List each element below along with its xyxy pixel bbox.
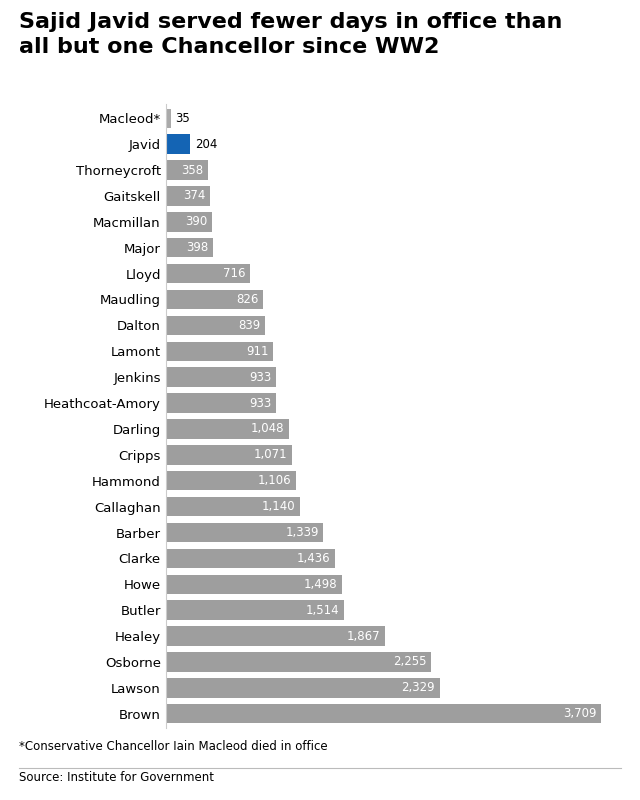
Text: 1,106: 1,106 (258, 474, 291, 487)
Text: 1,140: 1,140 (262, 500, 296, 513)
Bar (166, 212, 212, 231)
Bar (166, 394, 276, 413)
Bar (166, 419, 289, 438)
Text: 1,048: 1,048 (251, 422, 285, 435)
Bar (166, 471, 296, 490)
Text: B: B (512, 775, 522, 788)
Text: 3,709: 3,709 (563, 707, 596, 720)
Text: 1,867: 1,867 (347, 630, 381, 642)
Text: 911: 911 (246, 345, 269, 358)
Text: 358: 358 (182, 163, 204, 177)
Bar (166, 186, 211, 206)
Bar (166, 264, 250, 283)
Bar (166, 626, 385, 646)
Text: 204: 204 (195, 138, 218, 150)
Text: 398: 398 (186, 242, 209, 254)
Text: 826: 826 (236, 293, 259, 306)
Text: 1,071: 1,071 (253, 448, 287, 462)
Text: 35: 35 (175, 112, 190, 125)
Text: Source: Institute for Government: Source: Institute for Government (19, 771, 214, 784)
Bar (166, 238, 213, 258)
Bar (166, 704, 602, 723)
Bar (166, 549, 335, 568)
Text: 1,498: 1,498 (304, 578, 337, 590)
Bar (166, 445, 292, 465)
Text: 933: 933 (249, 397, 271, 410)
Bar (166, 134, 190, 154)
Bar (166, 678, 440, 698)
Bar (166, 367, 276, 387)
Text: 2,329: 2,329 (401, 682, 435, 694)
Text: 2,255: 2,255 (393, 655, 426, 669)
Text: 1,436: 1,436 (296, 552, 330, 565)
Bar (166, 342, 273, 361)
Text: 933: 933 (249, 370, 271, 384)
Text: B: B (548, 775, 558, 788)
Bar (166, 497, 300, 516)
Bar (166, 160, 209, 180)
Text: Sajid Javid served fewer days in office than
all but one Chancellor since WW2: Sajid Javid served fewer days in office … (19, 12, 563, 57)
Text: C: C (585, 775, 595, 788)
Text: 1,339: 1,339 (285, 526, 319, 539)
Text: *Conservative Chancellor Iain Macleod died in office: *Conservative Chancellor Iain Macleod di… (19, 740, 328, 753)
Bar (166, 523, 323, 542)
Bar (166, 652, 431, 672)
Bar (166, 109, 170, 128)
Text: 839: 839 (238, 319, 260, 332)
Bar (166, 601, 344, 620)
Bar (166, 574, 342, 594)
Text: 1,514: 1,514 (306, 604, 339, 617)
Text: 390: 390 (185, 215, 207, 228)
Bar (166, 316, 265, 335)
Bar (166, 290, 263, 309)
Text: 716: 716 (223, 267, 246, 280)
Text: 374: 374 (183, 190, 205, 202)
